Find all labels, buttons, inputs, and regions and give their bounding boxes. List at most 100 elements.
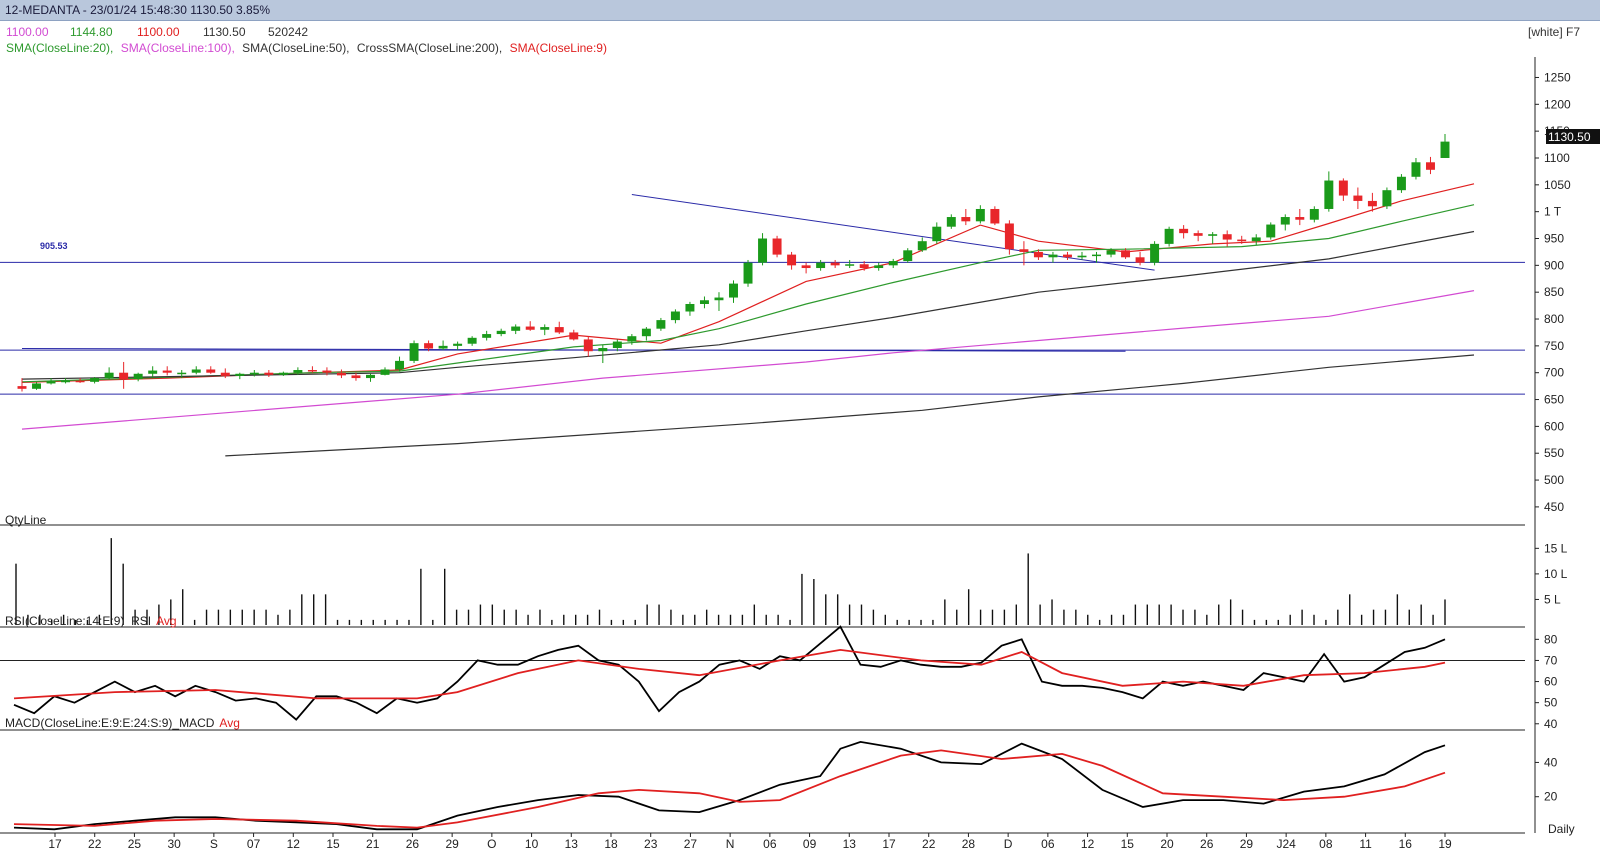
sma-line [21, 230, 1475, 380]
candle-body [17, 386, 27, 389]
ohlc-open: 1100.00 [6, 25, 49, 39]
price-tick-label: 1100 [1544, 151, 1570, 165]
volume-tick-label: 10 L [1544, 567, 1568, 581]
candle-body [583, 339, 593, 352]
macd-panel: 40 20 [13, 740, 1558, 831]
indicator-tick-label: 40 [1544, 755, 1558, 769]
candle-body [322, 370, 332, 373]
candle-body [743, 262, 753, 284]
candle-body [801, 265, 811, 269]
candle-body [511, 326, 521, 331]
candle-body [859, 264, 869, 269]
candle-body [424, 343, 434, 349]
candle-body [351, 375, 361, 379]
indicator-tick-label: 60 [1544, 675, 1558, 689]
theme-label[interactable]: [white] F7 [1528, 25, 1580, 39]
candle-body [1004, 223, 1014, 250]
candle-body [874, 265, 884, 269]
candle-body [1092, 254, 1101, 257]
candle-body [1396, 176, 1406, 191]
candle-body [554, 327, 564, 333]
candle-body [177, 372, 187, 375]
price-tick-label: 1200 [1544, 97, 1571, 111]
price-axis: 125012001150110010501 T95090085080075070… [1535, 70, 1571, 514]
sma-line [21, 290, 1475, 430]
candle-body [525, 326, 535, 330]
candle-body [830, 262, 840, 266]
candle-body [453, 343, 463, 346]
candle-body [1353, 195, 1363, 201]
candle-body [758, 238, 768, 263]
candle-body [1309, 208, 1319, 220]
price-tick-label: 800 [1544, 312, 1564, 326]
candle-body [380, 369, 390, 375]
candle-body [1411, 162, 1421, 177]
date-tick-label: 26 [406, 837, 420, 851]
candle-body [104, 372, 114, 379]
candle-body [932, 226, 942, 242]
date-tick-label: J24 [1276, 837, 1296, 851]
date-tick-label: 21 [366, 837, 380, 851]
candle-body [1179, 228, 1189, 234]
candle-body [1208, 234, 1218, 236]
date-tick-label: D [1004, 837, 1013, 851]
candle-body [293, 370, 303, 373]
moving-averages [21, 183, 1475, 457]
candle-body [75, 380, 85, 383]
candle-body [61, 380, 71, 383]
candle-body [540, 327, 550, 330]
period-label[interactable]: Daily [1548, 822, 1575, 836]
price-tick-label: 650 [1544, 393, 1564, 407]
price-tick-label: 1250 [1544, 70, 1571, 84]
date-tick-label: 12 [1081, 837, 1095, 851]
volume-bars: 15 L 10 L 5 L [15, 538, 1568, 625]
rsi-panel: 80 70 60 50 40 [0, 625, 1558, 731]
candle-body [569, 332, 579, 340]
candlestick-series[interactable] [17, 133, 1450, 392]
candle-body [1150, 243, 1160, 263]
candle-body [278, 372, 288, 375]
indicator-tick-label: 50 [1544, 696, 1558, 710]
date-tick-label: 13 [565, 837, 579, 851]
date-tick-label: O [487, 837, 496, 851]
candle-body [1033, 251, 1043, 258]
price-tick-label: 600 [1544, 419, 1564, 433]
candle-body [1440, 141, 1450, 158]
window-titlebar: 12-MEDANTA - 23/01/24 15:48:30 1130.50 3… [0, 0, 1600, 21]
date-tick-label: 08 [1319, 837, 1333, 851]
candle-body [888, 261, 898, 266]
date-tick-label: 11 [1359, 837, 1372, 851]
price-tick-label: 900 [1544, 258, 1564, 272]
candle-body [1295, 217, 1305, 220]
candle-body [917, 241, 927, 251]
candle-body [1019, 249, 1029, 252]
panel-dividers [0, 57, 1536, 834]
candle-body [249, 372, 259, 375]
price-tag: 1130.50 [1546, 129, 1600, 144]
candle-body [772, 238, 782, 255]
date-tick-label: 25 [128, 837, 142, 851]
candle-body [598, 348, 608, 352]
price-tick-label: 850 [1544, 285, 1564, 299]
price-tick-label: 500 [1544, 473, 1564, 487]
candle-body [1251, 237, 1261, 242]
candle-body [467, 337, 477, 344]
price-tick-label: 1 T [1544, 205, 1562, 219]
candle-body [1324, 180, 1334, 209]
candle-body [1338, 180, 1348, 196]
date-tick-label: N [726, 837, 735, 851]
window-title: 12-MEDANTA - 23/01/24 15:48:30 1130.50 3… [5, 3, 271, 17]
candle-body [1121, 250, 1131, 258]
volume-tick-label: 15 L [1544, 541, 1568, 555]
price-tick-label: 550 [1544, 446, 1564, 460]
indicator-tick-label: 40 [1544, 717, 1558, 731]
trend-line [631, 193, 1155, 271]
candle-body [641, 328, 651, 337]
date-tick-label: 23 [644, 837, 658, 851]
date-tick-label: 16 [1399, 837, 1413, 851]
price-tick-label: 1050 [1544, 178, 1571, 192]
candle-body [1382, 190, 1392, 207]
ohlc-volume: 520242 [268, 25, 308, 39]
candle-body [438, 345, 448, 349]
